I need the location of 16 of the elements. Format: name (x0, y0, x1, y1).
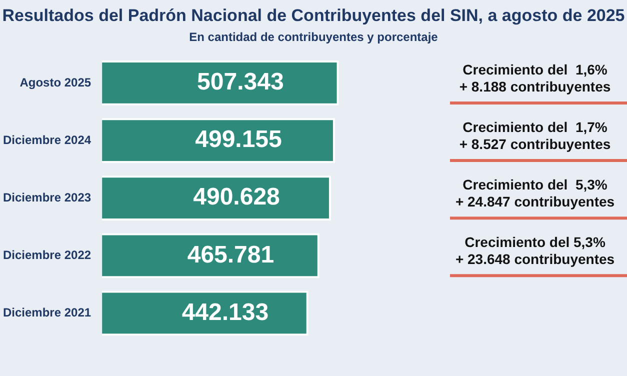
text: Crecimiento del 5,3% + 24.847 contribuyentes (455, 176, 615, 210)
data-label: 465.781 (187, 241, 274, 268)
chart-title: Resultados del Padrón Nacional de Contribuyentes del SIN, a agosto de 2025 (1, 5, 626, 26)
y-tick-label: Diciembre 2021 (2, 306, 92, 320)
y-tick-label: Diciembre 2023 (2, 190, 92, 204)
data-label: 442.133 (182, 298, 269, 326)
chart-subtitle: En cantidad de contribuyentes y porcentaje (188, 30, 439, 44)
text: Crecimiento del 1,6% + 8.188 contribuyentes (459, 61, 611, 94)
y-tick-label: Diciembre 2022 (2, 248, 92, 262)
text: Crecimiento del 5,3% + 23.648 contribuyentes (455, 234, 615, 268)
y-tick-label: Agosto 2025 (20, 75, 92, 90)
text: Crecimiento del 1,7% + 8.527 contribuyentes (459, 118, 611, 152)
data-label: 490.628 (193, 184, 280, 211)
data-label: 499.155 (195, 126, 282, 154)
y-tick-label: Diciembre 2024 (2, 132, 92, 147)
data-label: 507.343 (197, 68, 284, 96)
